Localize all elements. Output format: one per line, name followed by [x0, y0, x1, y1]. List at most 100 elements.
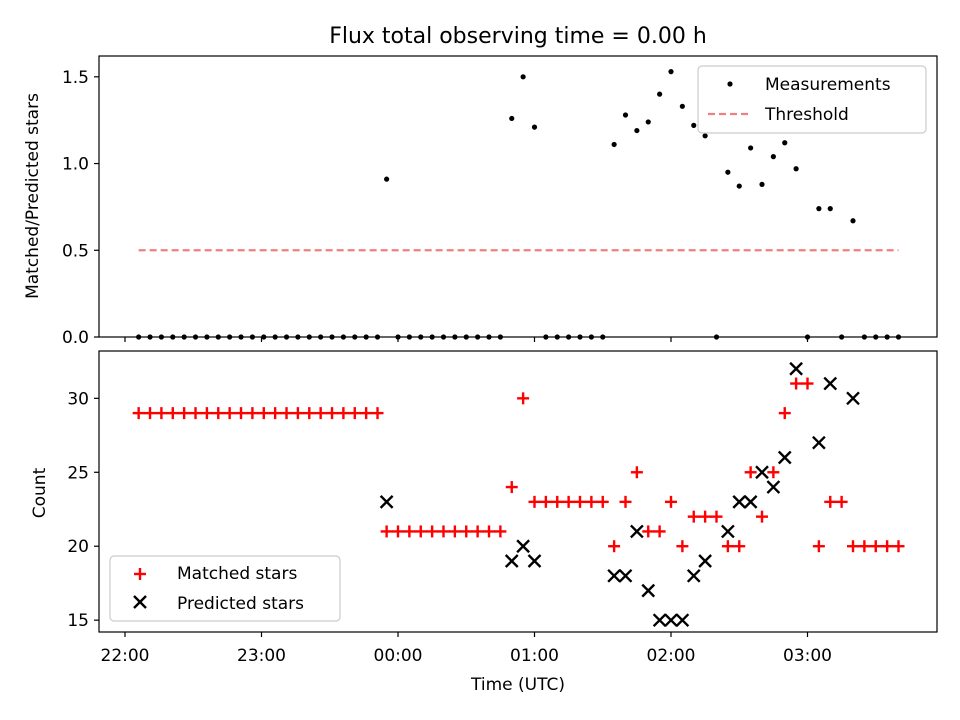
measurements-point-48: [679, 103, 685, 109]
x-axis-label: Time (UTC): [470, 675, 565, 695]
matched-stars-point-60: [812, 540, 825, 553]
matched-stars-point-21: [371, 407, 384, 420]
predicted-stars-point-0: [379, 495, 394, 509]
matched-stars-point-32: [494, 525, 507, 538]
matched-stars-point-16: [314, 407, 327, 420]
legend-threshold-label: Threshold: [764, 105, 849, 125]
measurements-point-42: [611, 141, 617, 148]
matched-stars-point-15: [303, 407, 316, 420]
matched-stars-point-10: [246, 407, 259, 420]
matched-stars-point-49: [687, 510, 700, 523]
matched-stars-point-52: [721, 540, 734, 553]
measurements-point-50: [702, 133, 708, 139]
bottom-legend-box: [109, 555, 341, 622]
matched-stars-point-5: [189, 407, 202, 420]
matched-stars-point-22: [380, 525, 393, 538]
matched-stars-point-0: [132, 407, 145, 420]
matched-stars-point-34: [517, 392, 530, 405]
matched-stars-point-27: [437, 525, 450, 538]
top-y-axis-label: Matched/Predicted stars: [23, 93, 43, 299]
bottom-x-tick-label-2: 00:00: [374, 646, 423, 666]
measurements-point-45: [645, 119, 651, 125]
measurements-point-33: [509, 115, 515, 122]
legend-matched-marker: [134, 568, 146, 580]
matched-stars-point-12: [269, 407, 282, 420]
matched-stars-point-62: [835, 495, 848, 508]
matched-stars-point-11: [257, 407, 270, 420]
matched-stars-point-66: [881, 540, 894, 553]
measurements-point-52: [725, 169, 731, 175]
top-plot-marks: [136, 69, 902, 340]
predicted-stars-point-20: [812, 435, 826, 450]
matched-stars-point-14: [291, 407, 304, 420]
matched-stars-point-38: [562, 495, 575, 508]
predicted-stars-point-14: [732, 495, 747, 509]
matched-stars-point-50: [699, 510, 712, 523]
matched-stars-point-31: [483, 525, 495, 538]
matched-stars-point-30: [471, 525, 484, 538]
bottom-y-axis-label: Count: [30, 467, 50, 518]
measurements-point-47: [668, 69, 674, 75]
matched-stars-point-56: [767, 466, 780, 479]
predicted-stars-point-18: [777, 450, 792, 465]
predicted-stars-point-8: [652, 613, 667, 628]
matched-stars-point-4: [178, 407, 191, 420]
measurements-point-49: [691, 122, 697, 128]
measurements-point-56: [770, 154, 776, 160]
measurements-point-57: [782, 140, 788, 146]
matched-stars-point-61: [824, 495, 837, 508]
bottom-y-tick-label-1: 20: [67, 537, 89, 557]
predicted-stars-point-12: [698, 554, 712, 568]
measurements-point-54: [748, 145, 754, 151]
matched-stars-point-28: [448, 525, 461, 538]
predicted-stars-point-15: [743, 495, 758, 509]
matched-stars-point-26: [426, 525, 439, 538]
matched-stars-point-37: [551, 495, 564, 508]
matched-stars-point-59: [801, 377, 814, 390]
bottom-y-tick-label-3: 30: [67, 389, 89, 409]
matched-stars-point-36: [539, 495, 552, 508]
predicted-stars-point-11: [686, 568, 701, 583]
matched-stars-point-35: [528, 495, 541, 508]
matched-stars-point-47: [665, 495, 677, 508]
predicted-stars-point-13: [721, 524, 735, 539]
measurements-point-22: [384, 176, 390, 182]
matched-stars-point-23: [392, 525, 404, 538]
predicted-stars-point-10: [675, 613, 690, 628]
top-y-tick-label-1: 0.5: [62, 241, 89, 261]
matched-stars-point-13: [280, 407, 293, 420]
legend-measurements-marker: [727, 81, 733, 87]
measurements-point-43: [622, 112, 629, 118]
predicted-stars-point-1: [504, 554, 519, 568]
matched-stars-point-54: [744, 466, 757, 479]
predicted-stars-point-4: [607, 568, 621, 583]
predicted-stars-point-2: [516, 539, 530, 554]
matched-stars-point-39: [574, 495, 586, 508]
matched-stars-point-25: [414, 525, 427, 538]
top-y-tick-label-0: 0.0: [62, 328, 89, 348]
legend-predicted-label: Predicted stars: [177, 594, 304, 614]
top-axis-ticks: 0.0 0.5 1.0 1.5: [62, 68, 809, 348]
matched-stars-point-1: [144, 407, 157, 420]
predicted-stars-point-3: [527, 554, 542, 568]
bottom-x-tick-label-0: 22:00: [101, 646, 150, 666]
matched-stars-point-58: [790, 377, 803, 390]
bottom-axis-ticks: 15 20 25 30 22:00 23:00 00:00 01:00 02:00 03:00: [67, 389, 832, 666]
predicted-stars-point-22: [846, 391, 860, 406]
top-plot-frame: [98, 55, 938, 338]
matched-stars-point-64: [858, 540, 871, 553]
matched-stars-point-41: [596, 495, 609, 508]
matched-stars-point-20: [360, 407, 373, 420]
matched-stars-point-40: [585, 495, 598, 508]
predicted-stars-point-17: [766, 480, 781, 494]
matched-stars-point-9: [235, 407, 248, 420]
measurements-point-61: [827, 206, 833, 212]
bottom-x-tick-label-4: 02:00: [647, 646, 696, 666]
matched-stars-point-29: [460, 525, 473, 538]
bottom-plot-marks: [132, 361, 905, 628]
bottom-y-tick-label-2: 25: [67, 463, 89, 483]
matched-stars-point-51: [710, 510, 723, 523]
measurements-point-60: [816, 206, 822, 212]
matched-stars-point-33: [505, 481, 518, 494]
